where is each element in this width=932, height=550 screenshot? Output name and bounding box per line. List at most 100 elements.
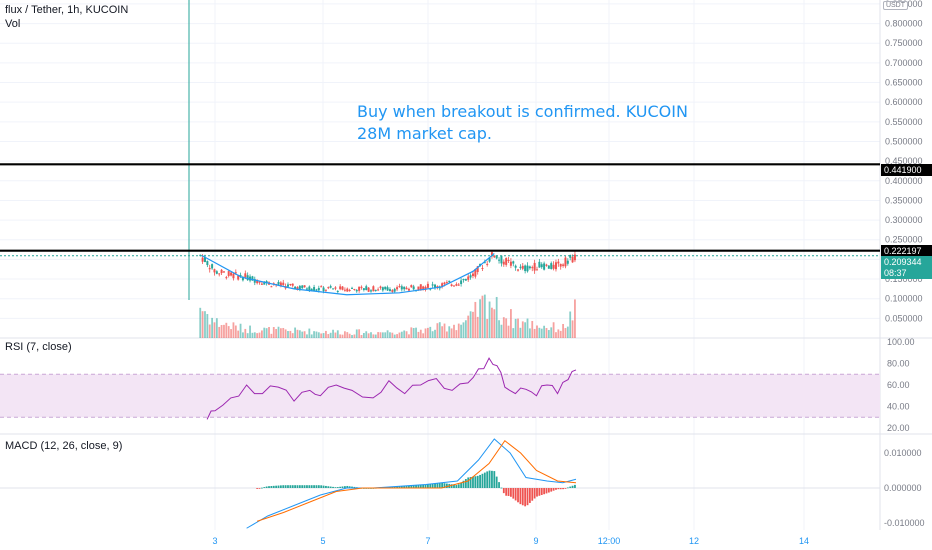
volume-bar	[265, 328, 268, 338]
macd-histogram-bar	[474, 476, 477, 488]
volume-bar	[303, 331, 306, 338]
macd-histogram-bar	[400, 486, 403, 488]
macd-histogram-bar	[270, 486, 273, 488]
macd-histogram-bar	[566, 487, 569, 489]
macd-histogram-bar	[517, 488, 519, 503]
candle-body	[372, 286, 375, 292]
volume-bar	[448, 326, 451, 338]
volume-bar	[346, 332, 349, 338]
candle-body	[232, 273, 235, 279]
cup-pattern-curve	[201, 253, 495, 296]
price-tick-label: 0.100000	[885, 294, 923, 304]
macd-histogram-bar	[564, 488, 567, 489]
macd-tick-label: 0.010000	[884, 448, 922, 458]
rsi-tick-label: 40.00	[887, 402, 910, 412]
candle-body	[381, 287, 384, 291]
candle-body	[495, 255, 498, 259]
macd-histogram-bar	[422, 484, 425, 488]
candle-body	[353, 288, 356, 290]
macd-histogram-bar	[289, 485, 292, 488]
volume-bar	[251, 332, 254, 338]
volume-bar	[263, 327, 266, 338]
candle-body	[317, 287, 320, 291]
candle-body	[343, 289, 346, 291]
candle-body	[450, 284, 453, 286]
volume-bar	[272, 327, 275, 338]
macd-histogram-bar	[268, 486, 270, 488]
volume-bar	[557, 329, 560, 338]
macd-histogram-bar	[457, 484, 460, 488]
volume-bar	[502, 317, 505, 338]
candle-body	[403, 286, 406, 290]
candle-body	[443, 282, 446, 285]
macd-histogram-bar	[460, 482, 463, 488]
candle-body	[455, 284, 458, 286]
volume-bar	[384, 332, 387, 338]
rsi-tick-label: 80.00	[887, 359, 910, 369]
macd-histogram-bar	[396, 486, 398, 488]
volume-bar	[528, 328, 531, 338]
volume-bar	[199, 307, 202, 338]
macd-histogram-bar	[569, 486, 572, 488]
candle-body	[528, 266, 531, 269]
candle-body	[407, 288, 410, 291]
volume-bar	[220, 325, 223, 338]
candle-body	[540, 264, 543, 268]
candle-body	[431, 284, 434, 286]
volume-bar	[491, 307, 493, 338]
macd-histogram-bar	[545, 488, 548, 494]
volume-bar	[211, 317, 214, 338]
candle-body	[348, 289, 351, 291]
candle-body	[346, 288, 349, 292]
candle-body	[569, 254, 572, 258]
candle-body	[550, 263, 553, 270]
last-price-tag: 0.209344	[881, 256, 932, 268]
price-tick-label: 0.600000	[885, 97, 923, 107]
volume-bar	[242, 332, 244, 338]
candle-body	[230, 272, 233, 276]
volume-bar	[488, 301, 491, 338]
volume-bar	[218, 326, 221, 338]
price-tick-label: 0.300000	[885, 215, 923, 225]
symbol-title: flux / Tether, 1h, KUCOIN	[5, 4, 129, 16]
volume-bar	[386, 330, 389, 338]
volume-bar	[415, 327, 417, 338]
candle-body	[211, 264, 214, 269]
macd-histogram-bar	[469, 477, 472, 488]
volume-bar	[438, 322, 441, 338]
rsi-tick-label: 60.00	[887, 380, 910, 390]
volume-bar	[564, 328, 567, 338]
candle-body	[452, 285, 455, 287]
volume-bar	[526, 318, 529, 338]
candle-body	[543, 263, 546, 270]
candle-body	[462, 279, 465, 281]
candle-body	[490, 252, 493, 256]
macd-histogram-bar	[512, 488, 515, 499]
volume-bar	[405, 331, 408, 338]
time-tick-label: 9	[533, 536, 538, 546]
volume-bar	[253, 332, 256, 338]
macd-histogram-bar	[538, 488, 541, 496]
volume-bar	[486, 318, 489, 338]
candle-body	[571, 256, 574, 263]
price-tick-label: 0.500000	[885, 136, 923, 146]
candle-body	[329, 286, 332, 288]
macd-histogram-bar	[488, 470, 491, 488]
volume-bar	[301, 331, 304, 338]
candle-body	[241, 277, 244, 281]
currency-badge[interactable]: USDT	[882, 1, 908, 10]
volume-bar	[336, 330, 339, 338]
candle-body	[517, 269, 520, 271]
macd-histogram-bar	[336, 487, 339, 488]
volume-bar	[308, 328, 311, 338]
volume-bar	[476, 316, 479, 338]
macd-histogram-bar	[332, 486, 334, 488]
volume-bar	[436, 323, 439, 338]
volume-bar	[410, 327, 413, 338]
volume-bar	[370, 332, 372, 338]
volume-bar	[365, 331, 368, 338]
volume-bar	[493, 309, 496, 338]
candle-body	[488, 257, 491, 262]
volume-bar	[445, 331, 448, 338]
